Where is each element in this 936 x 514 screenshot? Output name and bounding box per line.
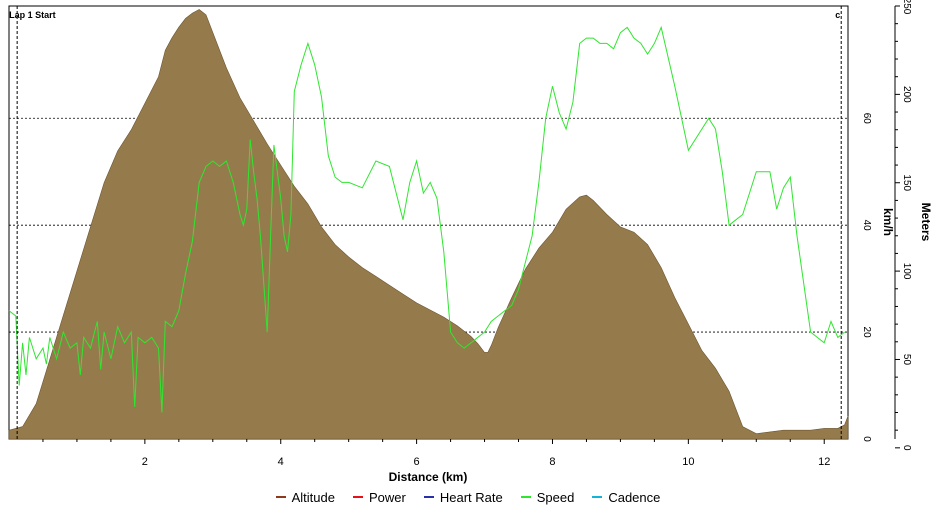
x-tick-label: 12 [818,456,830,468]
legend-item-power[interactable]: Power [353,490,406,505]
legend-swatch [275,496,286,498]
speed-tick-label: 20 [861,327,872,339]
legend-swatch [353,496,363,498]
speed-tick-label: 40 [861,220,872,232]
lap-markers: Lap 1 Start c [9,6,842,439]
legend-label: Speed [536,489,575,505]
legend: Altitude Power Heart Rate Speed Cadence [0,487,936,507]
x-tick-label: 8 [549,456,555,468]
legend-label: Heart Rate [439,489,503,505]
x-tick-label: 4 [278,456,284,468]
legend-label: Power [369,489,406,505]
altitude-tick-label: 0 [901,445,912,451]
x-tick-label: 10 [682,456,694,468]
altitude-area [8,9,849,440]
legend-item-altitude[interactable]: Altitude [275,489,335,505]
legend-swatch [520,496,531,498]
legend-label: Cadence [608,489,661,505]
y-axes: 0 20 40 60 km/h 0 50 100 150 200 250 Meters [861,0,933,451]
lap-marker-label: Lap 1 Start [9,10,56,20]
speed-line-path [8,25,845,413]
altitude-tick-label: 50 [901,354,912,366]
legend-swatch [423,496,434,498]
x-tick-label: 6 [414,456,420,468]
altitude-tick-label: 150 [901,174,912,191]
legend-swatch [592,496,603,498]
speed-tick-label: 60 [861,113,872,125]
altitude-area-path [8,9,849,440]
legend-item-cadence[interactable]: Cadence [592,490,660,505]
altitude-tick-label: 250 [901,0,912,15]
altitude-tick-label: 200 [901,86,912,103]
x-tick-label: 2 [142,456,148,468]
lap-marker-label: c [835,10,840,20]
altitude-axis-title: Meters [919,203,933,242]
legend-label: Altitude [291,489,335,505]
speed-line [8,25,845,413]
altitude-tick-label: 100 [901,263,912,280]
speed-tick-label: 0 [861,436,872,442]
x-axis: 2 4 6 8 10 12 [42,439,830,468]
legend-item-speed[interactable]: Speed [520,489,575,505]
legend-item-heart-rate[interactable]: Heart Rate [423,489,503,505]
speed-axis-title: km/h [881,208,895,236]
x-axis-title: Distance (km) [389,470,468,484]
